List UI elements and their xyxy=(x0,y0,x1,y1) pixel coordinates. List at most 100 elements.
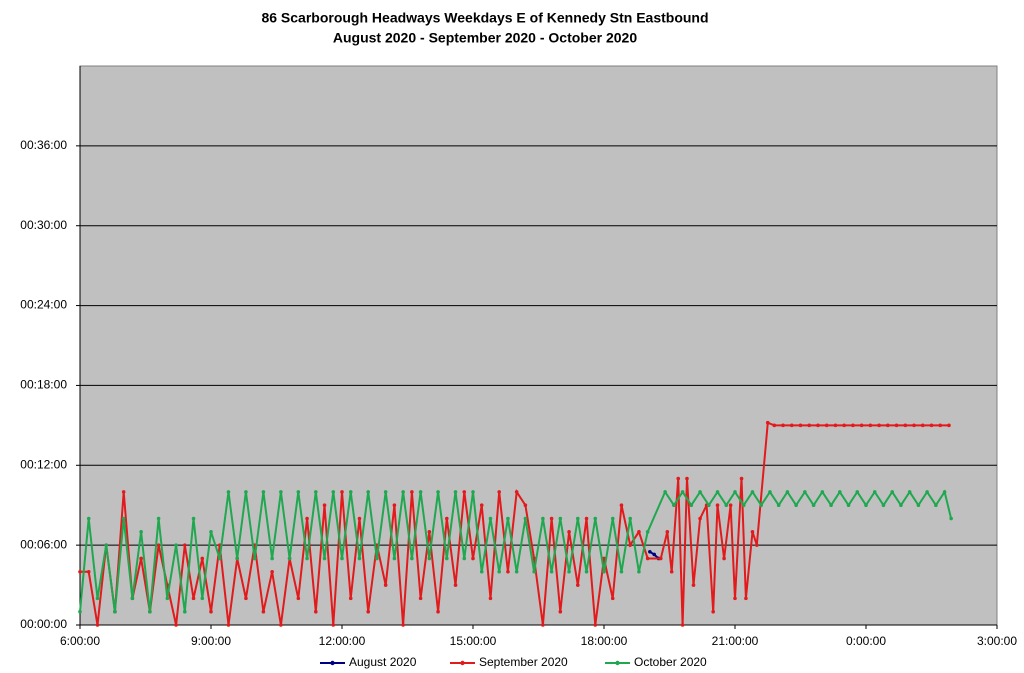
data-point xyxy=(445,556,449,561)
y-tick-label: 00:00:00 xyxy=(20,617,67,631)
data-point xyxy=(842,423,846,428)
x-tick-label: 21:00:00 xyxy=(712,634,759,648)
data-point xyxy=(728,503,733,508)
data-point xyxy=(357,516,362,521)
data-point xyxy=(722,556,726,561)
legend-marker xyxy=(615,660,620,666)
data-point xyxy=(602,569,606,574)
data-point xyxy=(357,556,362,561)
data-point xyxy=(576,516,580,521)
data-point xyxy=(252,556,257,561)
y-tick-label: 00:12:00 xyxy=(20,457,67,471)
data-point xyxy=(899,503,903,508)
data-point xyxy=(479,503,484,508)
data-point xyxy=(652,552,657,557)
data-point xyxy=(798,423,803,428)
data-point xyxy=(314,609,318,614)
data-point xyxy=(759,503,763,508)
data-point xyxy=(453,490,458,494)
data-point xyxy=(471,556,475,561)
data-point xyxy=(619,503,624,508)
data-point xyxy=(750,490,755,494)
data-point xyxy=(541,516,545,521)
data-point xyxy=(765,420,770,425)
x-tick-label: 12:00:00 xyxy=(319,634,366,648)
data-point xyxy=(401,623,405,627)
data-point xyxy=(833,423,838,428)
data-point xyxy=(680,623,685,627)
data-point xyxy=(121,516,126,521)
data-point xyxy=(672,503,676,508)
data-point xyxy=(497,569,502,574)
x-tick-label: 15:00:00 xyxy=(450,634,497,648)
data-point xyxy=(645,556,650,561)
data-point xyxy=(658,556,663,561)
data-point xyxy=(462,556,467,561)
data-point xyxy=(410,556,414,561)
data-point xyxy=(669,569,674,574)
data-point xyxy=(514,569,519,574)
data-point xyxy=(95,623,100,627)
data-point xyxy=(418,490,423,494)
data-point xyxy=(715,503,720,508)
data-point xyxy=(410,490,414,494)
data-point xyxy=(523,516,528,521)
data-point xyxy=(881,503,886,508)
y-tick-label: 00:06:00 xyxy=(20,537,67,551)
data-point xyxy=(772,423,777,428)
data-point xyxy=(864,503,868,508)
data-point xyxy=(776,503,781,508)
data-point xyxy=(375,556,379,561)
data-point xyxy=(366,609,371,614)
data-point xyxy=(824,423,829,428)
data-point xyxy=(619,569,624,574)
data-point xyxy=(785,490,790,494)
data-point xyxy=(877,423,881,428)
y-tick-label: 00:30:00 xyxy=(20,218,67,232)
data-point xyxy=(209,609,213,614)
data-point xyxy=(183,609,187,614)
data-point xyxy=(383,490,388,494)
data-point xyxy=(637,530,641,534)
data-point xyxy=(637,569,641,574)
data-point xyxy=(920,423,925,428)
data-point xyxy=(104,543,108,547)
data-point xyxy=(816,423,820,428)
data-point xyxy=(811,503,816,508)
data-point xyxy=(348,596,353,601)
legend-marker xyxy=(330,660,335,666)
data-point xyxy=(648,549,652,554)
data-point xyxy=(744,596,748,601)
data-point xyxy=(558,609,563,614)
data-point xyxy=(903,423,908,428)
data-point xyxy=(711,609,715,614)
data-point xyxy=(392,503,397,508)
data-point xyxy=(947,423,951,428)
data-point xyxy=(314,490,318,494)
data-point xyxy=(868,423,873,428)
data-point xyxy=(890,490,894,494)
data-point xyxy=(665,530,670,534)
x-tick-label: 18:00:00 xyxy=(581,634,628,648)
data-point xyxy=(340,490,344,494)
data-point xyxy=(567,569,571,574)
data-point xyxy=(715,490,720,494)
legend-marker xyxy=(460,660,465,666)
data-point xyxy=(113,609,117,614)
data-point xyxy=(549,516,554,521)
data-point xyxy=(479,569,484,574)
data-point xyxy=(532,569,536,574)
data-point xyxy=(691,583,696,587)
data-point xyxy=(929,423,934,428)
data-point xyxy=(296,490,301,494)
data-point xyxy=(445,516,449,521)
data-point xyxy=(602,556,606,561)
data-point xyxy=(584,569,589,574)
data-point xyxy=(488,596,493,601)
y-tick-label: 00:18:00 xyxy=(20,378,67,392)
data-point xyxy=(261,609,266,614)
x-tick-label: 3:00:00 xyxy=(977,634,1017,648)
data-point xyxy=(305,556,309,561)
chart-title: 86 Scarborough Headways Weekdays E of Ke… xyxy=(261,10,708,26)
